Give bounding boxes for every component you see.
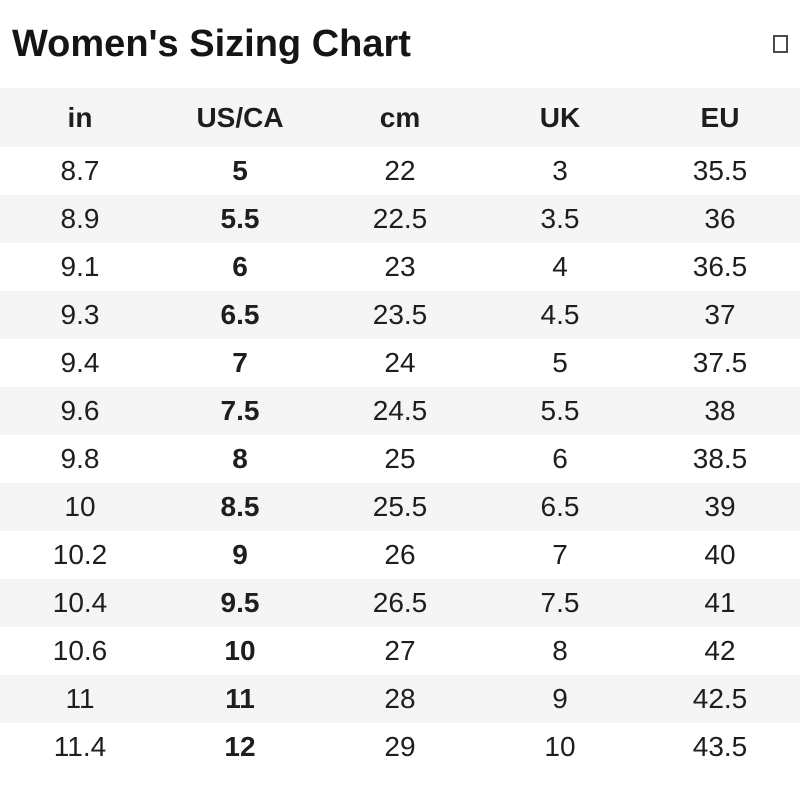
table-row: 8.7 5 22 3 35.5 — [0, 147, 800, 195]
cell-in: 9.3 — [60, 299, 100, 330]
cell-uk: 3.5 — [540, 203, 580, 234]
cell-cm: 24.5 — [372, 395, 428, 426]
column-header-in: in — [0, 88, 160, 147]
table-row: 9.1 6 23 4 36.5 — [0, 243, 800, 291]
cell-eu: 38.5 — [692, 443, 748, 474]
cell-eu: 36 — [704, 203, 736, 234]
cell-in: 11.4 — [53, 731, 107, 762]
cell-us-ca: 5 — [232, 155, 248, 186]
cell-in: 9.4 — [60, 347, 100, 378]
table-row: 9.3 6.5 23.5 4.5 37 — [0, 291, 800, 339]
cell-cm: 24 — [384, 347, 416, 378]
cell-uk: 9 — [552, 683, 568, 714]
cell-cm: 26 — [384, 539, 416, 570]
header-row: in US/CA cm UK EU — [0, 88, 800, 147]
cell-us-ca: 11 — [225, 683, 255, 714]
column-header-eu: EU — [640, 88, 800, 147]
column-header-cm: cm — [320, 88, 480, 147]
cell-in: 11 — [65, 683, 95, 714]
cell-cm: 27 — [384, 635, 416, 666]
cell-cm: 22.5 — [372, 203, 428, 234]
cell-cm: 25 — [384, 443, 416, 474]
cell-eu: 39 — [704, 491, 736, 522]
cell-uk: 3 — [552, 155, 568, 186]
cell-us-ca: 7.5 — [220, 395, 260, 426]
placeholder-glyph-icon — [773, 35, 788, 53]
cell-cm: 26.5 — [372, 587, 428, 618]
cell-cm: 23 — [384, 251, 416, 282]
cell-us-ca: 12 — [224, 731, 256, 762]
cell-uk: 6 — [552, 443, 568, 474]
cell-us-ca: 7 — [232, 347, 248, 378]
column-header-usca: US/CA — [160, 88, 320, 147]
cell-in: 9.6 — [60, 395, 100, 426]
cell-us-ca: 8.5 — [220, 491, 260, 522]
page-title: Women's Sizing Chart — [12, 22, 411, 65]
cell-us-ca: 5.5 — [220, 203, 260, 234]
cell-uk: 5 — [552, 347, 568, 378]
table-row: 8.9 5.5 22.5 3.5 36 — [0, 195, 800, 243]
cell-eu: 35.5 — [692, 155, 748, 186]
cell-eu: 37 — [704, 299, 736, 330]
cell-us-ca: 6.5 — [220, 299, 260, 330]
sizing-table: in US/CA cm UK EU 8.7 5 22 3 35.5 8.9 5.5 22.5 3… — [0, 88, 800, 771]
cell-in: 10 — [64, 491, 96, 522]
column-header-uk: UK — [480, 88, 640, 147]
table-row: 9.4 7 24 5 37.5 — [0, 339, 800, 387]
table-row: 10 8.5 25.5 6.5 39 — [0, 483, 800, 531]
table-head: in US/CA cm UK EU — [0, 88, 800, 147]
cell-in: 9.8 — [60, 443, 100, 474]
cell-uk: 7 — [552, 539, 568, 570]
cell-cm: 25.5 — [372, 491, 428, 522]
cell-us-ca: 10 — [224, 635, 256, 666]
cell-uk: 8 — [552, 635, 568, 666]
page-header: Women's Sizing Chart — [0, 0, 800, 88]
cell-us-ca: 6 — [232, 251, 248, 282]
cell-uk: 5.5 — [540, 395, 580, 426]
cell-us-ca: 9 — [232, 539, 248, 570]
cell-in: 10.2 — [52, 539, 108, 570]
cell-uk: 6.5 — [540, 491, 580, 522]
table-row: 11 11 28 9 42.5 — [0, 675, 800, 723]
cell-cm: 28 — [384, 683, 416, 714]
cell-in: 8.9 — [60, 203, 100, 234]
table-row: 10.4 9.5 26.5 7.5 41 — [0, 579, 800, 627]
cell-cm: 29 — [384, 731, 416, 762]
cell-us-ca: 8 — [232, 443, 248, 474]
cell-us-ca: 9.5 — [220, 587, 260, 618]
cell-in: 8.7 — [60, 155, 100, 186]
cell-in: 10.4 — [52, 587, 108, 618]
cell-eu: 41 — [704, 587, 736, 618]
cell-uk: 4.5 — [540, 299, 580, 330]
cell-eu: 37.5 — [692, 347, 748, 378]
cell-eu: 42.5 — [692, 683, 748, 714]
table-row: 9.8 8 25 6 38.5 — [0, 435, 800, 483]
table-row: 10.6 10 27 8 42 — [0, 627, 800, 675]
table-row: 11.4 12 29 10 43.5 — [0, 723, 800, 771]
cell-uk: 7.5 — [540, 587, 580, 618]
table-row: 9.6 7.5 24.5 5.5 38 — [0, 387, 800, 435]
cell-cm: 23.5 — [372, 299, 428, 330]
table-body: 8.7 5 22 3 35.5 8.9 5.5 22.5 3.5 36 9.1 6 23 4 36.5 9.3… — [0, 147, 800, 771]
cell-in: 9.1 — [60, 251, 100, 282]
cell-eu: 40 — [704, 539, 736, 570]
cell-eu: 42 — [704, 635, 736, 666]
cell-uk: 4 — [552, 251, 568, 282]
cell-in: 10.6 — [52, 635, 108, 666]
cell-uk: 10 — [544, 731, 576, 762]
cell-eu: 38 — [704, 395, 736, 426]
cell-cm: 22 — [384, 155, 416, 186]
table-row: 10.2 9 26 7 40 — [0, 531, 800, 579]
cell-eu: 43.5 — [692, 731, 748, 762]
cell-eu: 36.5 — [692, 251, 748, 282]
